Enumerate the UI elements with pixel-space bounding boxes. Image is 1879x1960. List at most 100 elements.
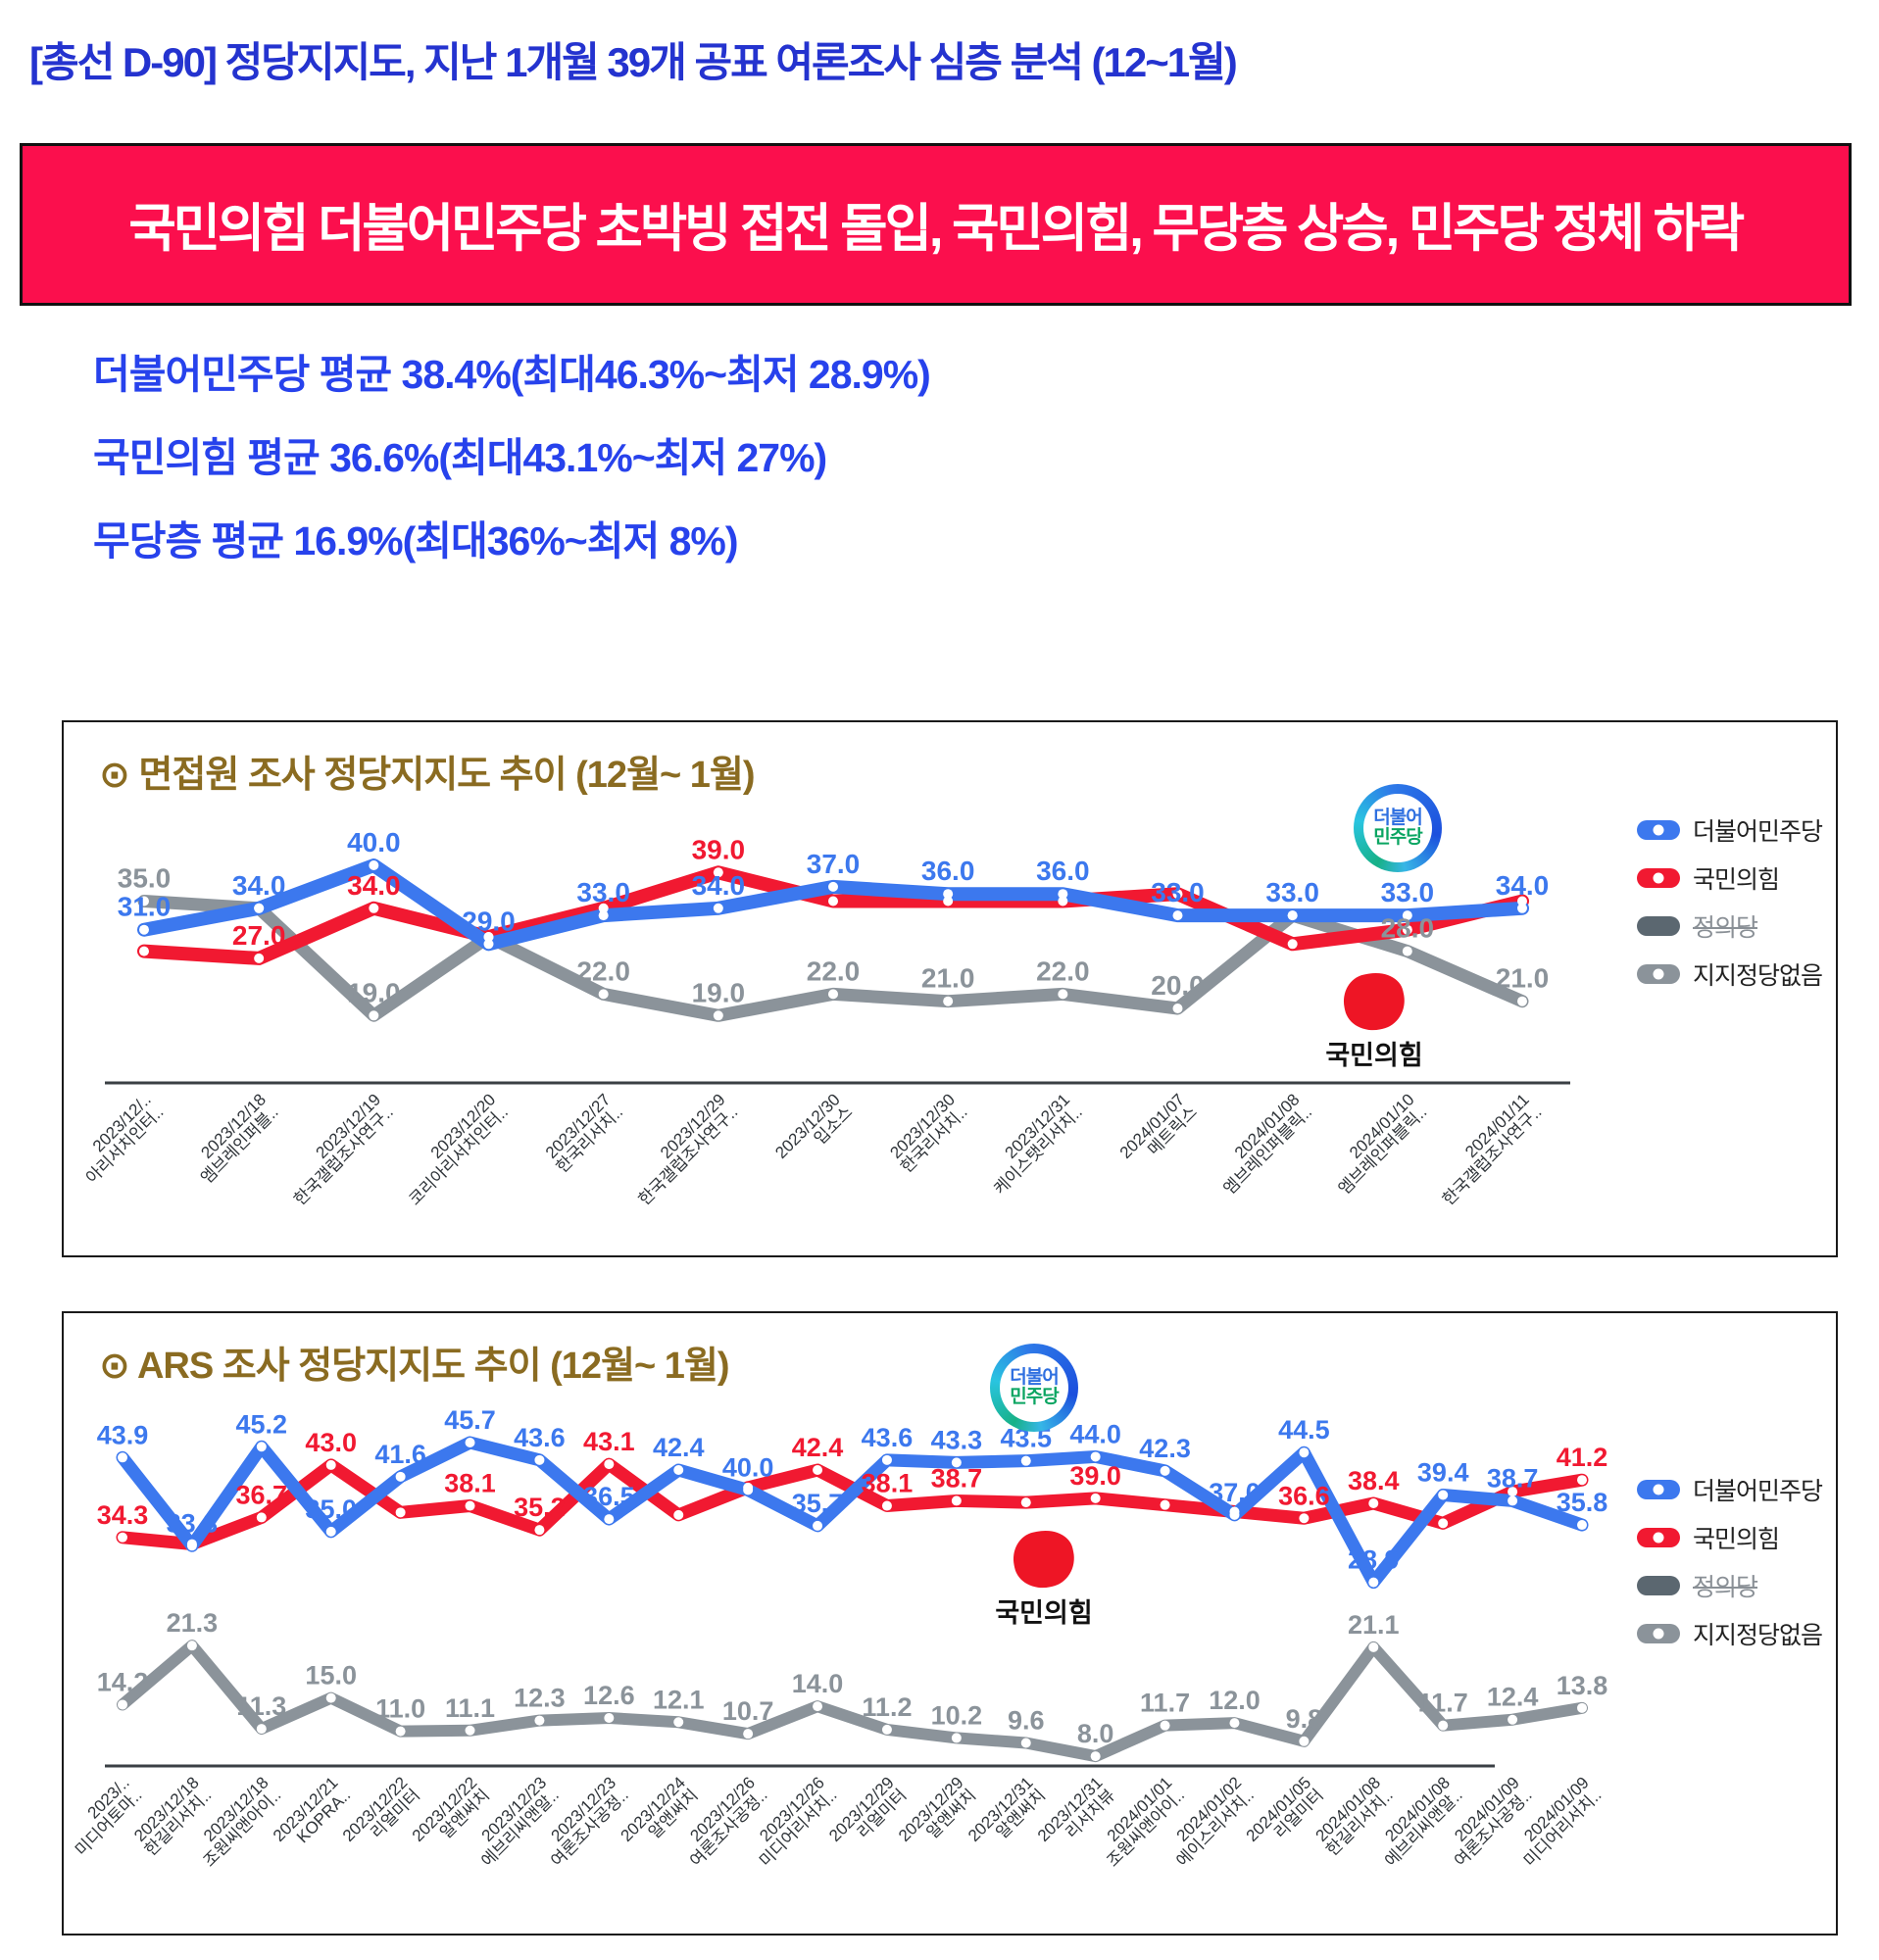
- legend-item-label: 지지정당없음: [1693, 962, 1823, 990]
- democratic-party-value-label: 36.0: [921, 856, 975, 886]
- legend-item-justice-party[interactable]: 정의당: [1637, 908, 1822, 944]
- x-axis-label: 2024/01/08한길리서치..: [1310, 1773, 1397, 1859]
- legend-swatch-icon: [1637, 1576, 1680, 1595]
- people-power-party-marker: [828, 896, 838, 906]
- x-axis-label: 2023/12/31알앤써치: [964, 1773, 1049, 1857]
- no-party-support-marker: [465, 1725, 475, 1736]
- democratic-party-marker: [325, 1526, 336, 1537]
- legend-item-label: 정의당: [1693, 1574, 1758, 1601]
- democratic-party-marker: [369, 860, 379, 870]
- x-axis-label: 2023/12/29알앤써치: [895, 1773, 979, 1857]
- legend-item-justice-party[interactable]: 정의당: [1637, 1568, 1822, 1603]
- democratic-party-value-label: 33.0: [1151, 877, 1205, 907]
- democratic-party-value-label: 37.0: [807, 849, 861, 879]
- no-party-support-value-label: 19.0: [692, 977, 746, 1007]
- people-power-party-marker: [1299, 1513, 1310, 1524]
- legend-item-people-power-party[interactable]: 국민의힘: [1637, 1520, 1822, 1555]
- no-party-support-value-label: 21.1: [1348, 1610, 1400, 1640]
- people-power-party-marker: [813, 1465, 823, 1476]
- democratic-party-marker: [813, 1520, 823, 1531]
- people-power-party-marker: [395, 1507, 406, 1518]
- democratic-party-marker: [1058, 889, 1068, 900]
- democratic-party-value-label: 35.7: [792, 1489, 844, 1518]
- democratic-party-marker: [713, 903, 723, 913]
- people-power-party-marker: [369, 903, 379, 913]
- no-party-support-value-label: 22.0: [1036, 956, 1090, 986]
- democratic-party-marker: [186, 1541, 197, 1551]
- democratic-party-marker: [604, 1514, 615, 1525]
- page-title: [총선 D-90] 정당지지도, 지난 1개월 39개 공표 여론조사 심층 분…: [29, 39, 1238, 85]
- people-power-party-marker: [118, 1532, 127, 1543]
- democratic-party-marker: [743, 1485, 754, 1495]
- democratic-party-value-label: 35.8: [1557, 1488, 1608, 1517]
- people-power-party-value-label: 36.7: [236, 1480, 288, 1509]
- people-power-party-marker: [1438, 1518, 1449, 1529]
- legend-item-label: 더불어민주당: [1693, 1478, 1823, 1505]
- democratic-party-marker: [1020, 1455, 1031, 1466]
- people-power-party-value-label: 42.4: [792, 1433, 844, 1462]
- no-party-support-marker: [118, 1699, 127, 1710]
- democratic-party-marker: [1402, 910, 1412, 921]
- democratic-party-value-label: 35.0: [305, 1494, 357, 1524]
- people-power-party-value-label: 34.3: [97, 1500, 149, 1530]
- legend-item-no-party[interactable]: 지지정당없음: [1637, 956, 1823, 992]
- no-party-support-marker: [1299, 1736, 1310, 1746]
- people-power-party-marker: [1368, 1497, 1379, 1508]
- democratic-party-logo: 더불어 민주당: [1354, 784, 1442, 872]
- democratic-party-value-label: 40.0: [722, 1452, 774, 1482]
- no-party-support-value-label: 22.0: [576, 956, 630, 986]
- people-power-party-logo: 국민의힘: [1310, 967, 1438, 1072]
- legend-item-democratic-party[interactable]: 더불어민주당: [1637, 812, 1823, 848]
- democratic-party-value-label: 43.3: [931, 1425, 983, 1454]
- no-party-support-value-label: 9.8: [1286, 1704, 1323, 1734]
- legend-item-democratic-party[interactable]: 더불어민주당: [1637, 1472, 1823, 1507]
- x-axis-label: 2023/12/22리얼미터: [339, 1773, 423, 1857]
- democratic-party-value-label: 33.0: [1265, 877, 1319, 907]
- no-party-support-value-label: 21.0: [921, 963, 975, 994]
- x-axis-label: 2023/12/18한길리서치..: [128, 1773, 215, 1859]
- democratic-party-marker: [598, 910, 609, 921]
- no-party-support-value-label: 11.1: [445, 1693, 495, 1723]
- democratic-party-logo-text: 더불어 민주당: [1363, 794, 1432, 862]
- democratic-party-marker: [1368, 1577, 1379, 1588]
- democratic-party-value-label: 39.4: [1417, 1457, 1469, 1487]
- ars-chart-svg: 2023/..미디어토마..2023/12/18한길리서치..2023/12/1…: [72, 1405, 1608, 1871]
- x-axis-label: 2023/12/20코리아리서치인터..: [393, 1090, 512, 1208]
- no-party-support-marker: [713, 1010, 723, 1021]
- legend-swatch-icon: [1637, 1624, 1680, 1643]
- people-power-party-marker: [713, 867, 723, 878]
- summary-stats: 더불어민주당 평균 38.4%(최대46.3%~최저 28.9%) 국민의힘 평…: [93, 345, 931, 595]
- no-party-support-marker: [1229, 1718, 1240, 1729]
- no-party-support-marker: [1508, 1714, 1518, 1725]
- democratic-party-marker: [1287, 910, 1298, 921]
- no-party-support-value-label: 12.6: [583, 1681, 635, 1710]
- legend-item-people-power-party[interactable]: 국민의힘: [1637, 860, 1822, 896]
- democratic-party-value-label: 33.0: [576, 877, 630, 907]
- no-party-support-value-label: 8.0: [1077, 1719, 1114, 1748]
- no-party-support-marker: [1438, 1720, 1449, 1731]
- democratic-party-marker: [1438, 1490, 1449, 1500]
- democratic-party-marker: [139, 924, 149, 935]
- x-axis-label: 2023/12/24알앤써치: [617, 1773, 701, 1857]
- legend-item-no-party[interactable]: 지지정당없음: [1637, 1616, 1823, 1651]
- no-party-support-marker: [534, 1715, 545, 1726]
- democratic-party-value-label: 36.5: [583, 1482, 635, 1511]
- x-axis-label: 2023/12/30한국리서치..: [885, 1090, 971, 1176]
- no-party-support-marker: [1090, 1751, 1101, 1762]
- democratic-party-marker: [1577, 1520, 1587, 1531]
- no-party-support-marker: [325, 1692, 336, 1703]
- no-party-support-marker: [395, 1726, 406, 1737]
- democratic-party-value-label: 28.9: [1348, 1545, 1400, 1575]
- democratic-party-value-label: 38.7: [1487, 1463, 1539, 1493]
- no-party-support-value-label: 11.0: [375, 1694, 425, 1724]
- no-party-support-marker: [186, 1641, 197, 1651]
- headline-text: 국민의힘 더불어민주당 초박빙 접전 돌입, 국민의힘, 무당층 상승, 민주당…: [128, 200, 1746, 258]
- people-power-party-value-label: 39.0: [1069, 1461, 1121, 1491]
- no-party-support-marker: [1172, 1004, 1183, 1013]
- interviewer-chart-svg: 2023/12/..아리서치인터.. 2023/12/18엠브레인퍼블.. 2023…: [82, 827, 1570, 1209]
- no-party-support-marker: [813, 1701, 823, 1712]
- people-power-party-marker: [1020, 1497, 1031, 1508]
- democratic-party-value-label: 33.3: [167, 1508, 219, 1538]
- interviewer-chart-title: ⊙ 면접원 조사 정당지지도 추이 (12월~ 1월): [99, 755, 756, 796]
